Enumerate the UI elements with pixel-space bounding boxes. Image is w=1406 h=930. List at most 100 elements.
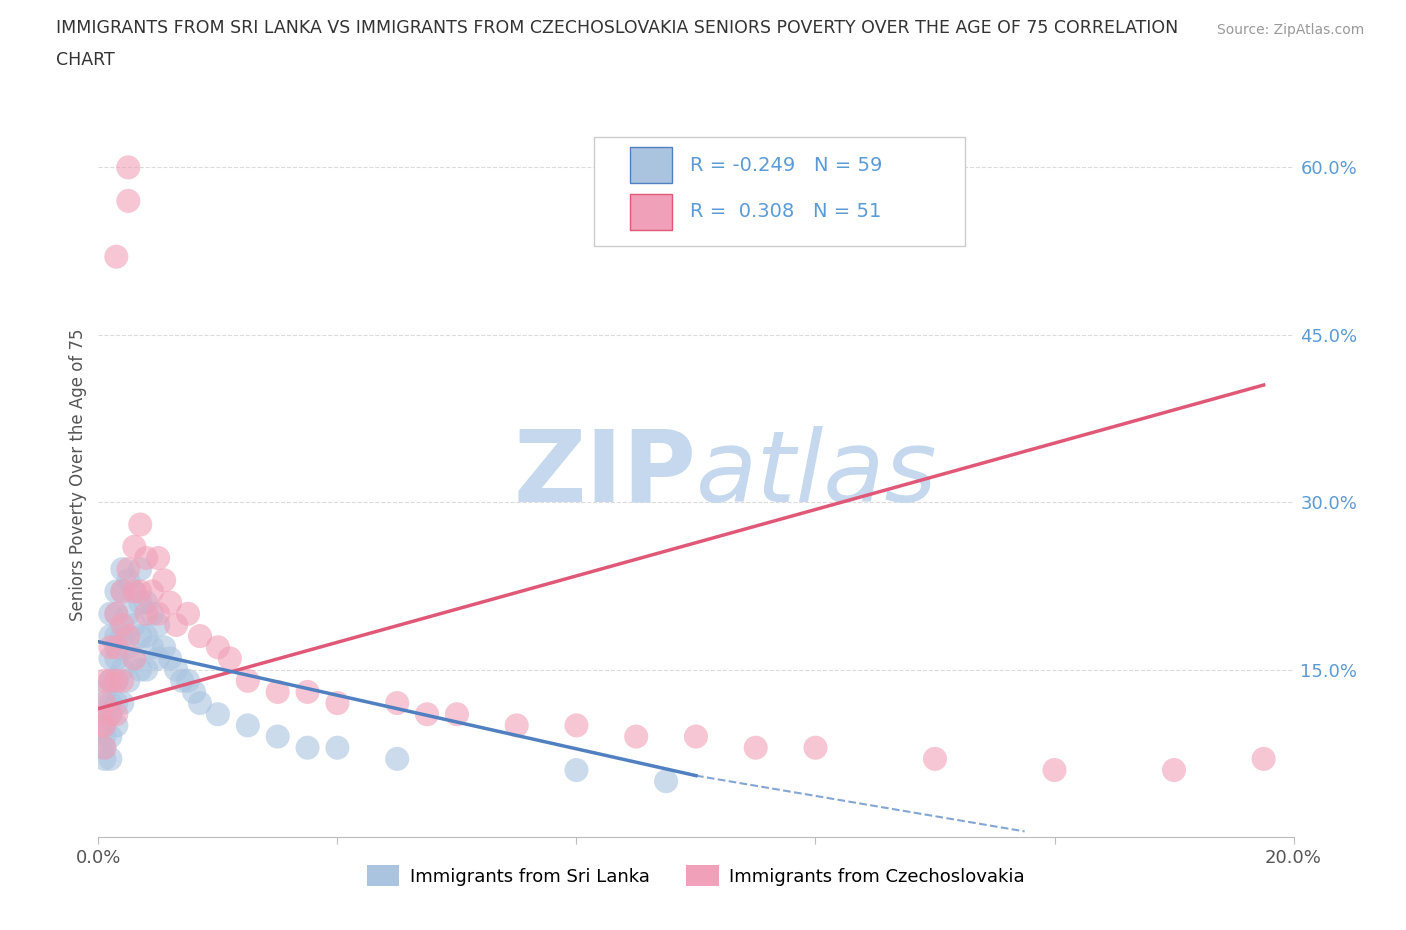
Point [117,193,139,208]
Point [93,673,115,688]
Point [135,629,157,644]
Point [129,562,152,577]
Point [1163,763,1185,777]
Point [111,629,134,644]
Point [111,562,134,577]
Point [177,673,200,688]
Point [124,651,146,666]
Point [93,684,115,699]
Point [105,606,128,621]
Point [135,606,157,621]
Point [685,729,707,744]
Point [93,718,115,733]
Point [105,584,128,599]
Point [124,618,146,632]
Point [117,562,139,577]
Point [105,629,128,644]
Point [93,729,115,744]
Point [117,606,139,621]
Point [98,707,122,722]
Point [207,707,229,722]
Point [129,517,152,532]
Point [117,673,139,688]
Point [98,640,122,655]
Point [105,651,128,666]
Point [183,684,205,699]
Point [93,740,115,755]
Point [111,662,134,677]
Point [93,696,115,711]
Point [565,763,588,777]
Point [1253,751,1275,766]
Point [105,718,128,733]
Point [141,606,163,621]
Point [172,673,194,688]
Y-axis label: Seniors Poverty Over the Age of 75: Seniors Poverty Over the Age of 75 [69,328,87,620]
Point [98,673,122,688]
Point [655,774,678,789]
Point [111,673,134,688]
Point [165,618,187,632]
Point [117,629,139,644]
Point [90,707,112,722]
Point [98,673,122,688]
Point [129,595,152,610]
Point [117,573,139,588]
Point [98,606,122,621]
Point [148,651,170,666]
Point [267,729,290,744]
Point [93,740,115,755]
Point [236,673,259,688]
Point [148,606,170,621]
Point [506,718,529,733]
Point [90,718,112,733]
Point [267,684,290,699]
Point [745,740,768,755]
Point [188,696,211,711]
Point [924,751,946,766]
Point [297,740,319,755]
Point [105,696,128,711]
Text: R = -0.249   N = 59: R = -0.249 N = 59 [690,155,883,175]
Point [804,740,827,755]
Point [98,651,122,666]
Point [111,584,134,599]
Point [236,718,259,733]
Point [446,707,468,722]
Point [105,673,128,688]
Point [105,707,128,722]
Point [117,640,139,655]
Point [124,584,146,599]
Point [385,751,409,766]
Point [135,662,157,677]
Point [117,160,139,175]
Point [111,618,134,632]
Point [416,707,439,722]
Point [124,651,146,666]
Point [297,684,319,699]
Point [159,651,181,666]
Point [135,551,157,565]
Point [165,662,187,677]
Point [565,718,588,733]
Text: ZIP: ZIP [513,426,696,523]
Point [1043,763,1066,777]
Point [105,673,128,688]
Point [111,696,134,711]
Point [148,618,170,632]
Point [188,629,211,644]
Point [626,729,648,744]
Text: Source: ZipAtlas.com: Source: ZipAtlas.com [1216,23,1364,37]
Text: R =  0.308   N = 51: R = 0.308 N = 51 [690,203,882,221]
Point [105,640,128,655]
Point [385,696,409,711]
Text: CHART: CHART [56,51,115,69]
Point [129,584,152,599]
Point [141,584,163,599]
Point [141,640,163,655]
Point [129,662,152,677]
Point [148,551,170,565]
Point [153,573,176,588]
Point [207,640,229,655]
Point [105,606,128,621]
